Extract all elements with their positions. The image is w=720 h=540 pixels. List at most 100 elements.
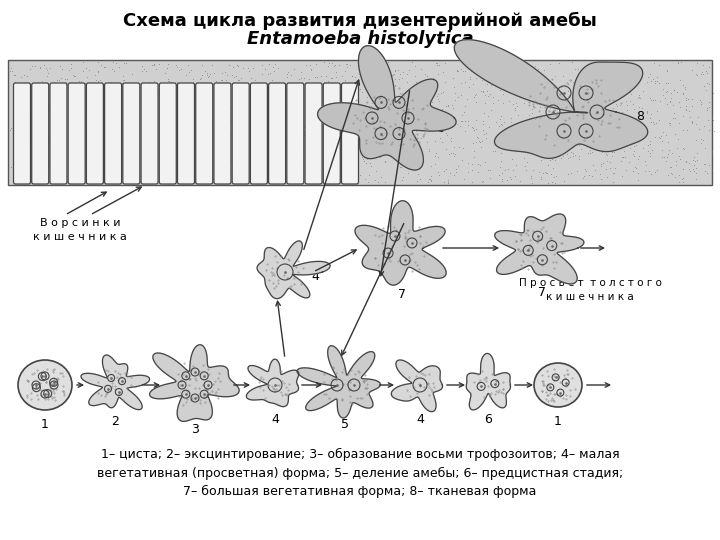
Point xyxy=(633,92,644,101)
Point xyxy=(231,140,243,149)
Point xyxy=(152,82,163,91)
Point xyxy=(279,114,290,123)
Point xyxy=(268,127,279,136)
Point xyxy=(307,165,319,173)
Point xyxy=(361,155,373,164)
Point xyxy=(364,130,376,139)
Point xyxy=(654,97,666,105)
Point xyxy=(540,80,552,89)
Point xyxy=(9,160,20,168)
Point xyxy=(497,142,508,151)
Point xyxy=(378,73,390,82)
Point xyxy=(616,108,628,117)
Point xyxy=(701,68,713,77)
Point xyxy=(310,113,322,122)
Point xyxy=(202,126,213,134)
Point xyxy=(121,134,132,143)
Point xyxy=(228,150,239,159)
Point xyxy=(646,145,657,154)
Point xyxy=(399,103,410,111)
Point xyxy=(109,146,121,154)
Point xyxy=(256,127,267,136)
Point xyxy=(407,145,418,154)
Point xyxy=(699,159,711,168)
Point xyxy=(60,81,72,90)
Point xyxy=(386,132,397,140)
Point xyxy=(458,144,469,153)
Point xyxy=(521,158,533,166)
Point xyxy=(342,60,354,69)
Point xyxy=(246,106,258,115)
Point xyxy=(366,134,378,143)
Point xyxy=(328,156,339,164)
Point xyxy=(55,97,67,106)
Point xyxy=(405,151,417,160)
Point xyxy=(101,98,112,107)
Point xyxy=(297,133,309,142)
Point xyxy=(468,152,480,161)
Point xyxy=(600,150,611,158)
Point xyxy=(450,168,462,177)
Point xyxy=(183,146,194,154)
Point xyxy=(662,171,674,179)
Point xyxy=(276,150,288,158)
Point xyxy=(207,175,219,184)
Point xyxy=(207,108,219,117)
Point xyxy=(41,71,53,80)
Point xyxy=(299,112,310,121)
Point xyxy=(651,77,662,85)
Point xyxy=(313,138,325,147)
Point xyxy=(639,156,651,165)
Point xyxy=(346,71,358,80)
Point xyxy=(518,144,529,153)
Point xyxy=(703,160,715,169)
Point xyxy=(409,61,420,70)
Point xyxy=(390,133,402,142)
Point xyxy=(194,75,206,83)
Point xyxy=(589,143,600,151)
Point xyxy=(446,137,457,145)
Point xyxy=(545,145,557,153)
Point xyxy=(67,71,78,79)
Point xyxy=(402,136,413,145)
Point xyxy=(660,93,671,102)
Point xyxy=(567,136,579,145)
Point xyxy=(45,144,56,153)
Point xyxy=(420,99,431,107)
Point xyxy=(357,154,369,163)
Point xyxy=(363,171,374,179)
Point xyxy=(665,94,677,103)
Point xyxy=(542,161,554,170)
Point xyxy=(642,140,654,149)
Point xyxy=(96,152,107,161)
Point xyxy=(700,85,711,94)
Point xyxy=(15,116,27,124)
FancyBboxPatch shape xyxy=(269,83,286,184)
Point xyxy=(386,116,397,125)
Point xyxy=(657,85,668,94)
Point xyxy=(503,145,515,154)
Point xyxy=(265,167,276,176)
Point xyxy=(688,153,700,161)
Text: 7: 7 xyxy=(398,288,406,301)
Bar xyxy=(8,60,712,185)
Point xyxy=(592,133,603,141)
Point xyxy=(120,97,132,106)
Point xyxy=(552,98,564,107)
Point xyxy=(680,106,691,114)
FancyBboxPatch shape xyxy=(159,83,176,184)
Point xyxy=(557,71,569,80)
Point xyxy=(598,83,610,91)
Point xyxy=(211,93,222,102)
Point xyxy=(71,134,82,143)
Point xyxy=(649,168,661,177)
Point xyxy=(269,121,281,130)
Point xyxy=(94,76,105,84)
Point xyxy=(630,114,642,123)
Point xyxy=(576,103,588,111)
Point xyxy=(29,141,40,150)
Point xyxy=(74,151,86,159)
Point xyxy=(302,95,314,104)
Point xyxy=(588,112,599,121)
Point xyxy=(223,150,235,158)
